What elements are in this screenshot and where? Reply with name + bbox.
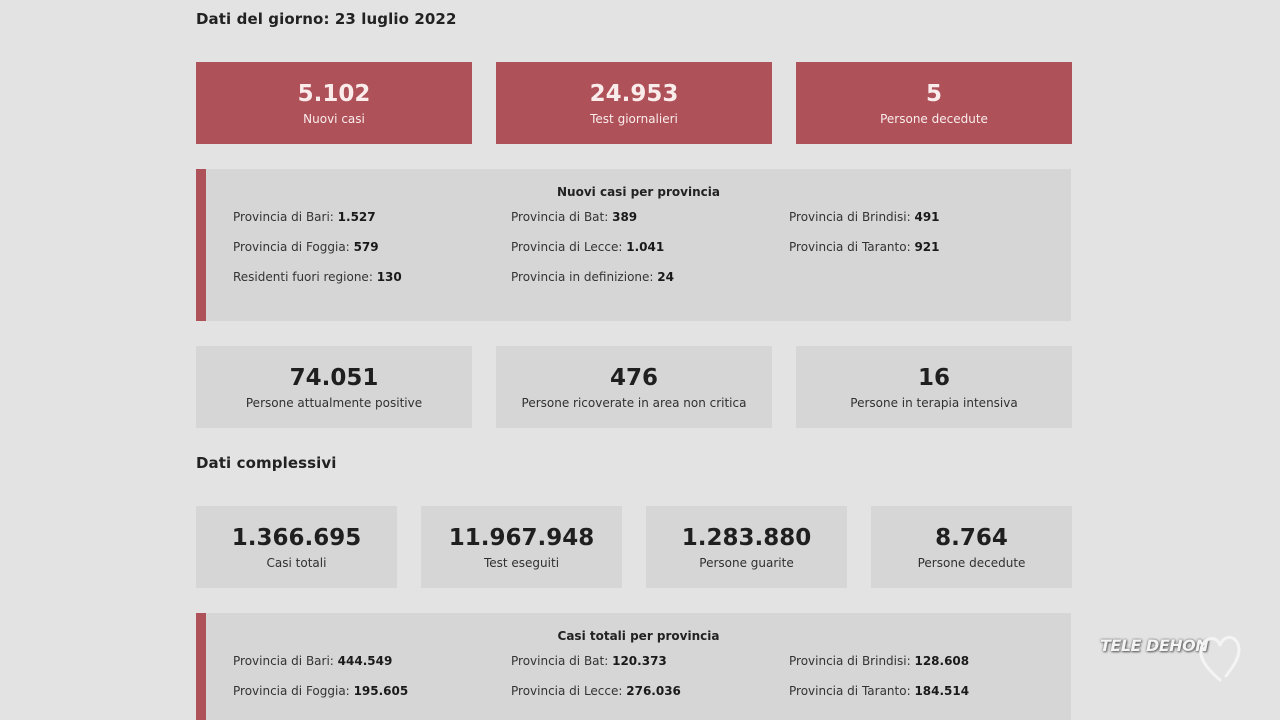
province-item: Provincia di Lecce: 1.041 [511, 240, 789, 254]
province-item: Residenti fuori regione: 130 [233, 270, 511, 284]
province-label: Provincia di Brindisi: [789, 654, 911, 668]
province-item: Provincia di Foggia: 195.605 [233, 684, 511, 698]
new-cases-label: Nuovi casi [303, 112, 365, 126]
province-label: Provincia di Bat: [511, 654, 609, 668]
province-label: Provincia di Foggia: [233, 684, 350, 698]
recovered-value: 1.283.880 [681, 525, 812, 551]
positive-card: 74.051 Persone attualmente positive [196, 346, 472, 428]
intensive-care-card: 16 Persone in terapia intensiva [796, 346, 1072, 428]
province-item: Provincia in definizione: 24 [511, 270, 789, 284]
hospitalized-card: 476 Persone ricoverate in area non criti… [496, 346, 772, 428]
intensive-care-label: Persone in terapia intensiva [850, 396, 1018, 410]
province-item: Provincia di Taranto: 184.514 [789, 684, 1067, 698]
province-value: 128.608 [914, 654, 970, 668]
province-value: 921 [914, 240, 940, 254]
province-label: Provincia di Lecce: [511, 240, 623, 254]
total-province-panel: Casi totali per provincia Provincia di B… [196, 613, 1071, 720]
total-deaths-value: 8.764 [935, 525, 1008, 551]
province-value: 389 [612, 210, 638, 224]
daily-status-cards: 74.051 Persone attualmente positive 476 … [196, 346, 1072, 428]
total-deaths-card: 8.764 Persone decedute [871, 506, 1072, 588]
province-value: 184.514 [914, 684, 970, 698]
province-item: Provincia di Brindisi: 491 [789, 210, 1067, 224]
province-label: Provincia di Lecce: [511, 684, 623, 698]
daily-province-title: Nuovi casi per provincia [557, 185, 720, 199]
province-item: Provincia di Lecce: 276.036 [511, 684, 789, 698]
province-item: Provincia di Taranto: 921 [789, 240, 1067, 254]
total-province-list: Provincia di Bari: 444.549 Provincia di … [233, 654, 1071, 698]
province-value: 24 [657, 270, 674, 284]
positive-label: Persone attualmente positive [245, 396, 423, 410]
province-item: Provincia di Bari: 444.549 [233, 654, 511, 668]
daily-deaths-label: Persone decedute [880, 112, 988, 126]
province-label: Provincia di Bari: [233, 210, 334, 224]
watermark-text: TELE DEHON [1100, 636, 1209, 655]
new-cases-value: 5.102 [297, 81, 371, 107]
province-value: 491 [914, 210, 940, 224]
daily-tests-card: 24.953 Test giornalieri [496, 62, 772, 144]
province-item: Provincia di Bat: 120.373 [511, 654, 789, 668]
total-cases-value: 1.366.695 [231, 525, 362, 551]
province-value: 276.036 [626, 684, 681, 698]
province-item: Provincia di Foggia: 579 [233, 240, 511, 254]
province-label: Provincia di Bat: [511, 210, 609, 224]
recovered-label: Persone guarite [699, 556, 794, 570]
province-item: Provincia di Bat: 389 [511, 210, 789, 224]
daily-tests-label: Test giornalieri [590, 112, 678, 126]
province-label: Provincia di Foggia: [233, 240, 350, 254]
total-tests-label: Test eseguiti [483, 556, 560, 570]
intensive-care-value: 16 [917, 365, 950, 391]
total-tests-card: 11.967.948 Test eseguiti [421, 506, 622, 588]
total-tests-value: 11.967.948 [448, 525, 595, 551]
daily-province-panel: Nuovi casi per provincia Provincia di Ba… [196, 169, 1071, 321]
total-title: Dati complessivi [196, 454, 337, 472]
province-value: 579 [353, 240, 379, 254]
daily-deaths-value: 5 [925, 81, 942, 107]
new-cases-card: 5.102 Nuovi casi [196, 62, 472, 144]
province-item: Provincia di Bari: 1.527 [233, 210, 511, 224]
hospitalized-value: 476 [609, 365, 658, 391]
recovered-card: 1.283.880 Persone guarite [646, 506, 847, 588]
total-cards: 1.366.695 Casi totali 11.967.948 Test es… [196, 506, 1072, 588]
province-label: Provincia di Taranto: [789, 240, 911, 254]
daily-province-list: Provincia di Bari: 1.527 Provincia di Ba… [233, 210, 1071, 284]
positive-value: 74.051 [289, 365, 379, 391]
daily-deaths-card: 5 Persone decedute [796, 62, 1072, 144]
daily-tests-value: 24.953 [589, 81, 679, 107]
heart-icon [1199, 636, 1241, 682]
total-deaths-label: Persone decedute [917, 556, 1026, 570]
province-label: Provincia di Bari: [233, 654, 334, 668]
province-item: Provincia di Brindisi: 128.608 [789, 654, 1067, 668]
total-cases-label: Casi totali [266, 556, 327, 570]
total-province-title: Casi totali per provincia [557, 629, 720, 643]
province-value: 1.527 [337, 210, 376, 224]
daily-title: Dati del giorno: 23 luglio 2022 [196, 10, 457, 28]
province-label: Residenti fuori regione: [233, 270, 373, 284]
province-label: Provincia di Brindisi: [789, 210, 911, 224]
tele-dehon-watermark: TELE DEHON [1100, 636, 1241, 682]
province-label: Provincia di Taranto: [789, 684, 911, 698]
province-value: 444.549 [337, 654, 393, 668]
province-label: Provincia in definizione: [511, 270, 654, 284]
province-value: 195.605 [353, 684, 409, 698]
daily-top-cards: 5.102 Nuovi casi 24.953 Test giornalieri… [196, 62, 1072, 144]
province-value: 130 [376, 270, 402, 284]
province-value: 1.041 [626, 240, 665, 254]
total-cases-card: 1.366.695 Casi totali [196, 506, 397, 588]
hospitalized-label: Persone ricoverate in area non critica [521, 396, 747, 410]
province-value: 120.373 [612, 654, 667, 668]
